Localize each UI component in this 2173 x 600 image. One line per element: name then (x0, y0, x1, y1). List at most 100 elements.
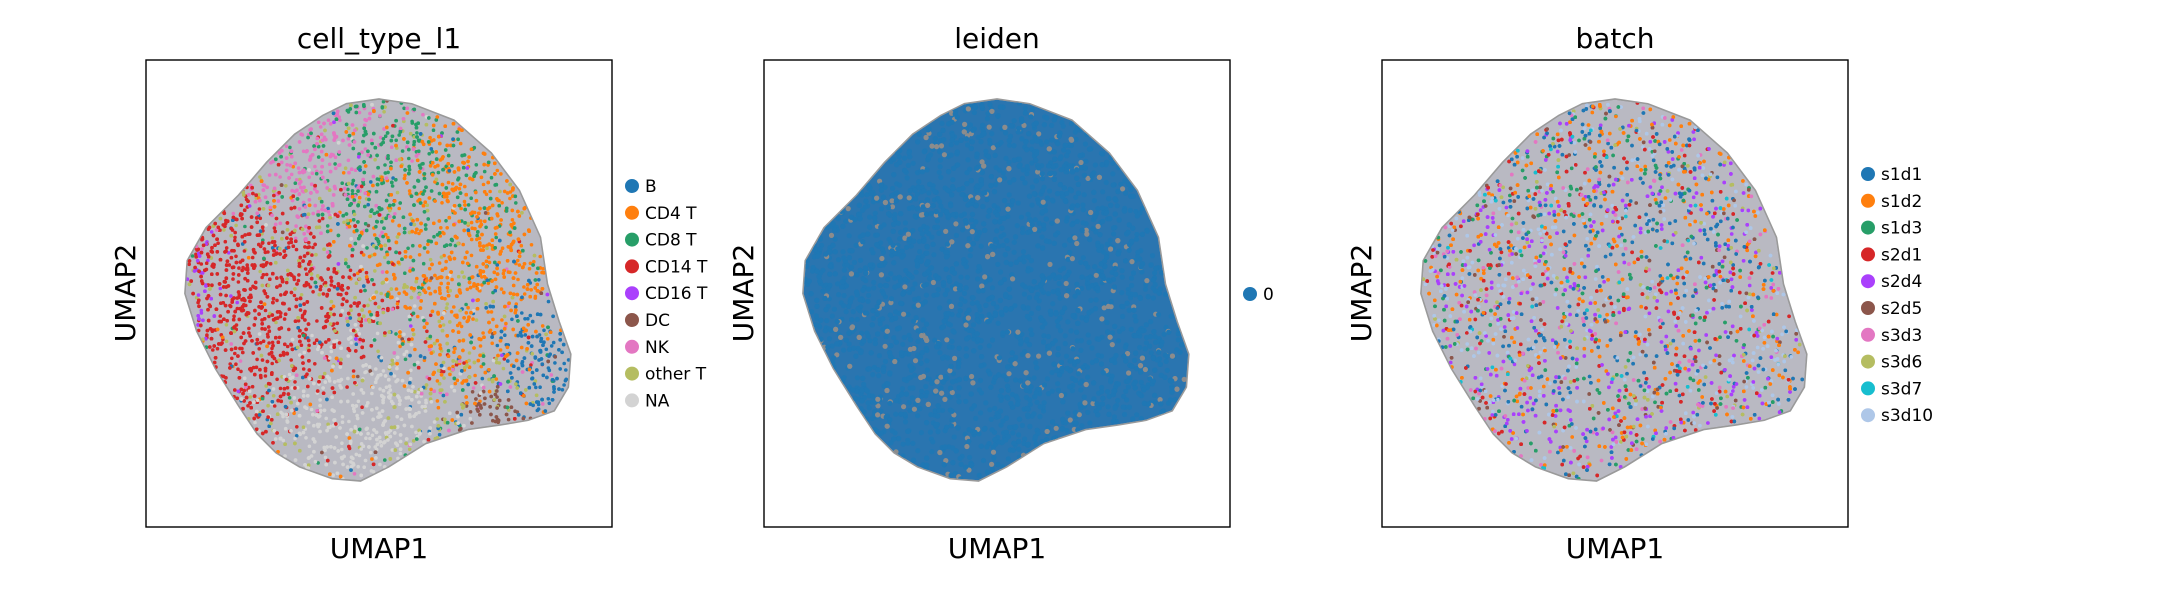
data-point-nk (268, 205, 273, 210)
data-point-cd4-t (425, 321, 429, 326)
data-point-nk (393, 212, 397, 216)
data-point-cd16-t (197, 254, 202, 258)
data-point-other-t (293, 228, 297, 233)
data-point-cd14-t (278, 386, 283, 391)
data-point-cd14-t (294, 304, 299, 309)
data-point-cd8-t (344, 122, 349, 127)
data-point-cd4-t (522, 262, 527, 266)
data-point-cd4-t (447, 191, 451, 196)
data-point-cd14-t (262, 247, 267, 251)
data-point-cd14-t (258, 216, 263, 221)
data-point-b (516, 333, 520, 338)
data-point-b (495, 343, 500, 348)
data-point-cd8-t (446, 153, 451, 158)
data-point-cd4-t (482, 335, 486, 340)
data-point-cd14-t (263, 308, 268, 313)
data-point-nk (320, 138, 325, 143)
data-point-cd14-t (200, 279, 204, 283)
data-point-cd14-t (279, 326, 284, 330)
data-point-cd14-t (247, 232, 252, 236)
data-point-cd14-t (324, 319, 329, 324)
data-point-cd14-t (226, 309, 230, 314)
data-point-cd14-t (222, 279, 227, 284)
data-point-cd14-t (359, 250, 364, 255)
data-point-nk (303, 205, 308, 209)
data-point-cd8-t (383, 163, 387, 167)
data-point-nk (284, 156, 289, 160)
data-point-cd4-t (394, 143, 398, 148)
data-point-cd4-t (528, 294, 532, 299)
data-point-b (562, 383, 566, 387)
data-point-cd8-t (295, 197, 300, 201)
data-point-cd4-t (394, 287, 399, 291)
data-point-cd4-t (467, 155, 471, 159)
data-point-na (351, 392, 356, 396)
data-point-dc (470, 421, 474, 425)
data-point-cd8-t (407, 156, 411, 161)
data-point-cd4-t (435, 399, 440, 403)
data-point-nk (294, 224, 298, 228)
data-point-other-t (261, 207, 266, 211)
data-point-cd4-t (372, 252, 377, 257)
data-point-cd8-t (486, 160, 491, 165)
data-point-cd14-t (271, 296, 276, 301)
data-point-na (363, 458, 368, 463)
data-point-cd4-t (500, 201, 504, 205)
data-point-cd14-t (255, 341, 260, 346)
data-point-b (499, 336, 503, 340)
data-point-b (538, 385, 542, 390)
data-point-nk (333, 186, 338, 191)
data-point-cd4-t (436, 405, 441, 410)
data-point-cd4-t (476, 298, 480, 302)
data-point-b (314, 285, 319, 289)
data-point-na (325, 428, 329, 433)
data-point-cd14-t (279, 293, 283, 297)
data-point-cd14-t (298, 398, 302, 403)
data-point-na (400, 378, 405, 383)
data-point-other-t (460, 270, 465, 275)
data-point-na (368, 436, 372, 441)
data-point-b (498, 238, 502, 243)
data-point-b (512, 364, 516, 369)
data-point-na (339, 386, 343, 390)
data-point-b (520, 311, 524, 315)
data-point-cd4-t (406, 370, 410, 375)
data-point-cd14-t (215, 346, 220, 351)
data-point-cd14-t (223, 224, 227, 229)
data-point-other-t (194, 295, 199, 300)
data-point-cd8-t (351, 209, 356, 214)
data-point-cd4-t (465, 287, 470, 292)
data-point-cd14-t (246, 271, 250, 275)
data-point-other-t (373, 157, 377, 162)
data-point-na (349, 427, 353, 432)
data-point-cd14-t (337, 341, 342, 345)
data-point-cd4-t (380, 175, 384, 180)
data-point-cd4-t (351, 131, 356, 136)
data-point-other-t (274, 260, 278, 265)
data-point-cd14-t (270, 346, 274, 351)
data-point-nk (378, 114, 382, 118)
data-point-cd14-t (350, 253, 355, 258)
data-point-cd14-t (224, 268, 229, 272)
data-point-na (418, 431, 422, 436)
data-point-cd14-t (241, 350, 245, 355)
data-point-cd16-t (199, 308, 204, 313)
data-point-dc (489, 412, 493, 417)
data-point-na (346, 337, 351, 341)
data-point-cd8-t (513, 194, 518, 199)
data-point-na (407, 406, 412, 411)
data-point-cd4-t (475, 237, 479, 242)
data-point-cd14-t (229, 226, 234, 231)
data-point-nk (289, 172, 294, 177)
data-point-other-t (280, 236, 284, 241)
data-point-other-t (436, 368, 441, 373)
data-point-cd14-t (312, 341, 317, 346)
data-point-na (304, 436, 308, 440)
data-point-cd8-t (456, 176, 461, 180)
data-point-cd14-t (306, 322, 311, 326)
data-point-other-t (343, 166, 348, 170)
data-point-nk (305, 215, 309, 219)
data-point-cd14-t (300, 355, 305, 359)
data-point-cd14-t (223, 348, 228, 352)
data-point-cd14-t (242, 249, 247, 253)
